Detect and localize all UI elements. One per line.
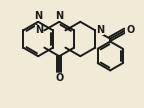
- Text: O: O: [126, 25, 135, 35]
- Text: N: N: [96, 25, 104, 35]
- Text: O: O: [55, 73, 63, 83]
- Text: N: N: [55, 11, 63, 21]
- Text: N: N: [35, 25, 43, 35]
- Text: N: N: [34, 11, 42, 21]
